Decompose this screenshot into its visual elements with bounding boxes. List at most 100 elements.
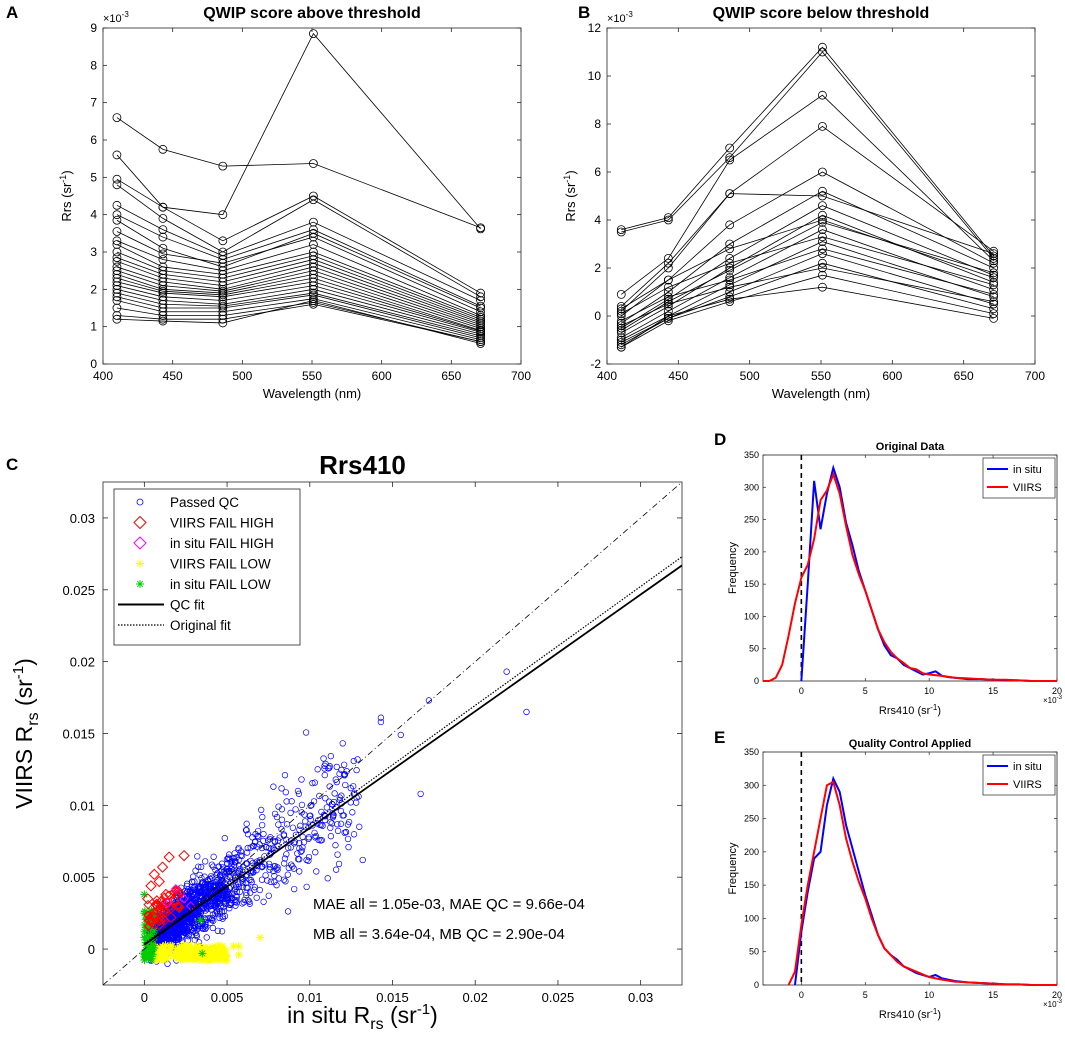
- passed-qc-point: [258, 844, 266, 852]
- spectrum-point: [725, 297, 735, 307]
- passed-qc-point: [202, 921, 209, 928]
- x-tick-label: 400: [597, 369, 617, 383]
- viirs-fail-low-point: [203, 949, 212, 958]
- passed-qc-point: [350, 831, 358, 838]
- spectrum-point: [663, 275, 673, 285]
- y-label-unit: (sr: [11, 679, 37, 713]
- spectrum-point: [663, 301, 673, 311]
- passed-qc-point: [288, 861, 295, 868]
- passed-qc-point: [336, 794, 343, 801]
- spectrum-point: [818, 258, 827, 268]
- passed-qc-point: [175, 934, 183, 941]
- y-tick-label: 12: [588, 21, 602, 35]
- passed-qc-point: [240, 863, 247, 871]
- legend-marker-star: [136, 559, 144, 568]
- passed-qc-point: [251, 886, 258, 893]
- spectrum-point: [989, 263, 999, 273]
- x-tick-label: 0.01: [297, 990, 322, 1005]
- spectrum-point: [818, 217, 827, 227]
- x-tick-label: 0.025: [542, 990, 575, 1005]
- viirs-fail-high-points: [141, 849, 190, 932]
- spectrum-point: [818, 210, 827, 220]
- x-tick-label: 400: [93, 369, 113, 383]
- spectrum-point: [725, 239, 735, 249]
- passed-qc-point: [321, 765, 328, 772]
- x-tick-label: 0.015: [376, 990, 409, 1005]
- passed-qc-point: [291, 885, 298, 893]
- y-tick-label: 250: [744, 814, 759, 824]
- y-label-text: VIIRS R: [11, 726, 37, 809]
- spectrum-point: [818, 282, 827, 292]
- passed-qc-point: [250, 842, 257, 850]
- passed-qc-point: [281, 860, 288, 867]
- passed-qc-point: [298, 801, 306, 809]
- passed-qc-point: [271, 862, 279, 870]
- spectrum-point: [112, 227, 122, 236]
- passed-qc-point: [323, 804, 331, 811]
- exponent-power: -3: [1057, 695, 1063, 701]
- spectrum-point: [725, 265, 735, 275]
- spectrum-point: [818, 225, 827, 235]
- spectrum-point: [725, 294, 735, 304]
- passed-qc-point: [338, 766, 345, 774]
- passed-qc-point: [333, 763, 340, 771]
- viirs-fail-low-point: [208, 948, 217, 957]
- y-tick-label: 300: [744, 482, 759, 492]
- viirs-fail-low-point: [221, 950, 230, 959]
- x-tick-label: 0: [799, 686, 804, 696]
- passed-qc-point: [271, 878, 278, 886]
- passed-qc-point: [311, 779, 318, 786]
- viirs-fail-high-point: [158, 905, 170, 918]
- y-tick-label: 250: [744, 515, 759, 525]
- spectrum-point: [725, 189, 735, 199]
- chart-title: Original Data: [876, 441, 945, 453]
- spectrum-point: [989, 280, 999, 290]
- spectrum-point: [308, 232, 318, 242]
- x-label-text: Rrs410 (sr: [879, 1009, 931, 1021]
- passed-qc-point: [312, 834, 319, 841]
- spectrum-point: [308, 29, 318, 38]
- passed-qc-point: [193, 933, 200, 940]
- passed-qc-point: [208, 874, 216, 881]
- passed-qc-point: [319, 822, 326, 829]
- passed-qc-point: [283, 821, 291, 828]
- original-fit-line: [144, 556, 682, 944]
- legend-label: in situ: [1013, 761, 1042, 773]
- chart-title: Quality Control Applied: [849, 738, 971, 750]
- spectrum-point: [663, 282, 673, 292]
- panel-b: 400 450 500 550 600 650 700 -2 0 2 4 6 8 10 12 ×10-3 QWI…: [562, 3, 1045, 401]
- x-axis-label: Wavelength (nm): [772, 386, 871, 401]
- passed-qc-point: [332, 866, 340, 873]
- passed-qc-point: [244, 884, 251, 891]
- spectrum-point: [616, 225, 626, 235]
- spectrum-point: [818, 263, 827, 273]
- y-tick-label: 0.01: [70, 798, 95, 813]
- spectrum-point: [616, 227, 626, 237]
- viirs-fail-high-point: [148, 868, 160, 881]
- passed-qc-point: [244, 844, 251, 852]
- spectrum-point: [818, 122, 827, 131]
- spectrum-point: [725, 280, 735, 290]
- y-label-text: Rrs (sr: [59, 182, 74, 222]
- passed-qc-point: [191, 936, 198, 944]
- panel-c: 0 0.005 0.01 0.015 0.02 0.025 0.03 0 0.005 0.01 0.…: [6, 450, 683, 1033]
- viirs-fail-high-point: [160, 888, 172, 901]
- passed-qc-point: [278, 806, 286, 813]
- passed-qc-point: [201, 887, 208, 894]
- y-tick-label: 4: [90, 208, 97, 222]
- viirs-fail-high-point: [153, 918, 165, 931]
- panel-label: E: [714, 728, 725, 747]
- spectrum-point: [112, 240, 122, 249]
- legend-marker-diamond: [133, 536, 147, 550]
- x-tick-label: 15: [988, 686, 998, 696]
- passed-qc-point: [210, 901, 218, 908]
- passed-qc-point: [271, 839, 279, 846]
- panel-label: B: [578, 3, 590, 22]
- passed-qc-point: [202, 858, 209, 865]
- passed-qc-point: [298, 776, 305, 783]
- passed-qc-point: [188, 918, 195, 926]
- passed-qc-point: [283, 798, 290, 805]
- spectrum-point: [476, 316, 485, 326]
- y-axis-label: Rrs (sr-1): [562, 170, 578, 221]
- viirs-fail-high-point: [141, 893, 154, 905]
